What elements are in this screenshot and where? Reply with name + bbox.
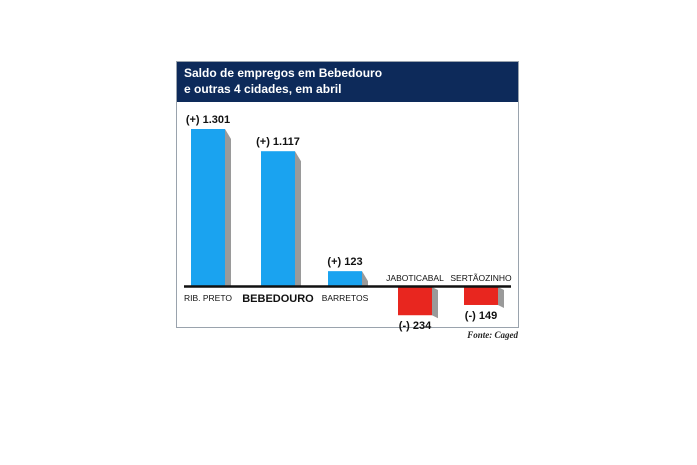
chart-title-line-2: e outras 4 cidades, em abril (184, 82, 342, 96)
bar (328, 271, 362, 286)
category-label: SERTÃOZINHO (450, 273, 512, 283)
value-label: (-) 234 (399, 320, 432, 332)
bar-group-1: (+) 1.117 BEBEDOURO (242, 136, 314, 305)
bar-side (362, 271, 368, 286)
value-label: (+) 123 (327, 256, 362, 268)
category-label: BARRETOS (322, 293, 369, 303)
category-label: RIB. PRETO (184, 293, 232, 303)
bar-side (295, 151, 301, 286)
value-label: (+) 1.301 (186, 114, 230, 126)
bar-side (225, 129, 231, 286)
chart-title-line-1: Saldo de empregos em Bebedouro (184, 66, 383, 80)
value-label: (-) 149 (465, 310, 497, 322)
bar (464, 287, 498, 305)
bar-group-3: (-) 234 JABOTICABAL (386, 273, 444, 332)
chart-title-bar: Saldo de empregos em Bebedouro e outras … (177, 62, 518, 102)
bar (398, 287, 432, 316)
bar (261, 151, 295, 286)
value-label: (+) 1.117 (256, 136, 300, 148)
category-label: JABOTICABAL (386, 273, 444, 283)
bar-group-4: (-) 149 SERTÃOZINHO (450, 273, 512, 322)
bar-group-2: (+) 123 BARRETOS (322, 256, 369, 303)
bar-group-0: (+) 1.301 RIB. PRETO (184, 114, 232, 303)
chart-source: Fonte: Caged (467, 330, 518, 340)
bar (191, 129, 225, 286)
category-label: BEBEDOURO (242, 293, 314, 305)
bar-side (498, 287, 504, 308)
bar-side (432, 287, 438, 319)
